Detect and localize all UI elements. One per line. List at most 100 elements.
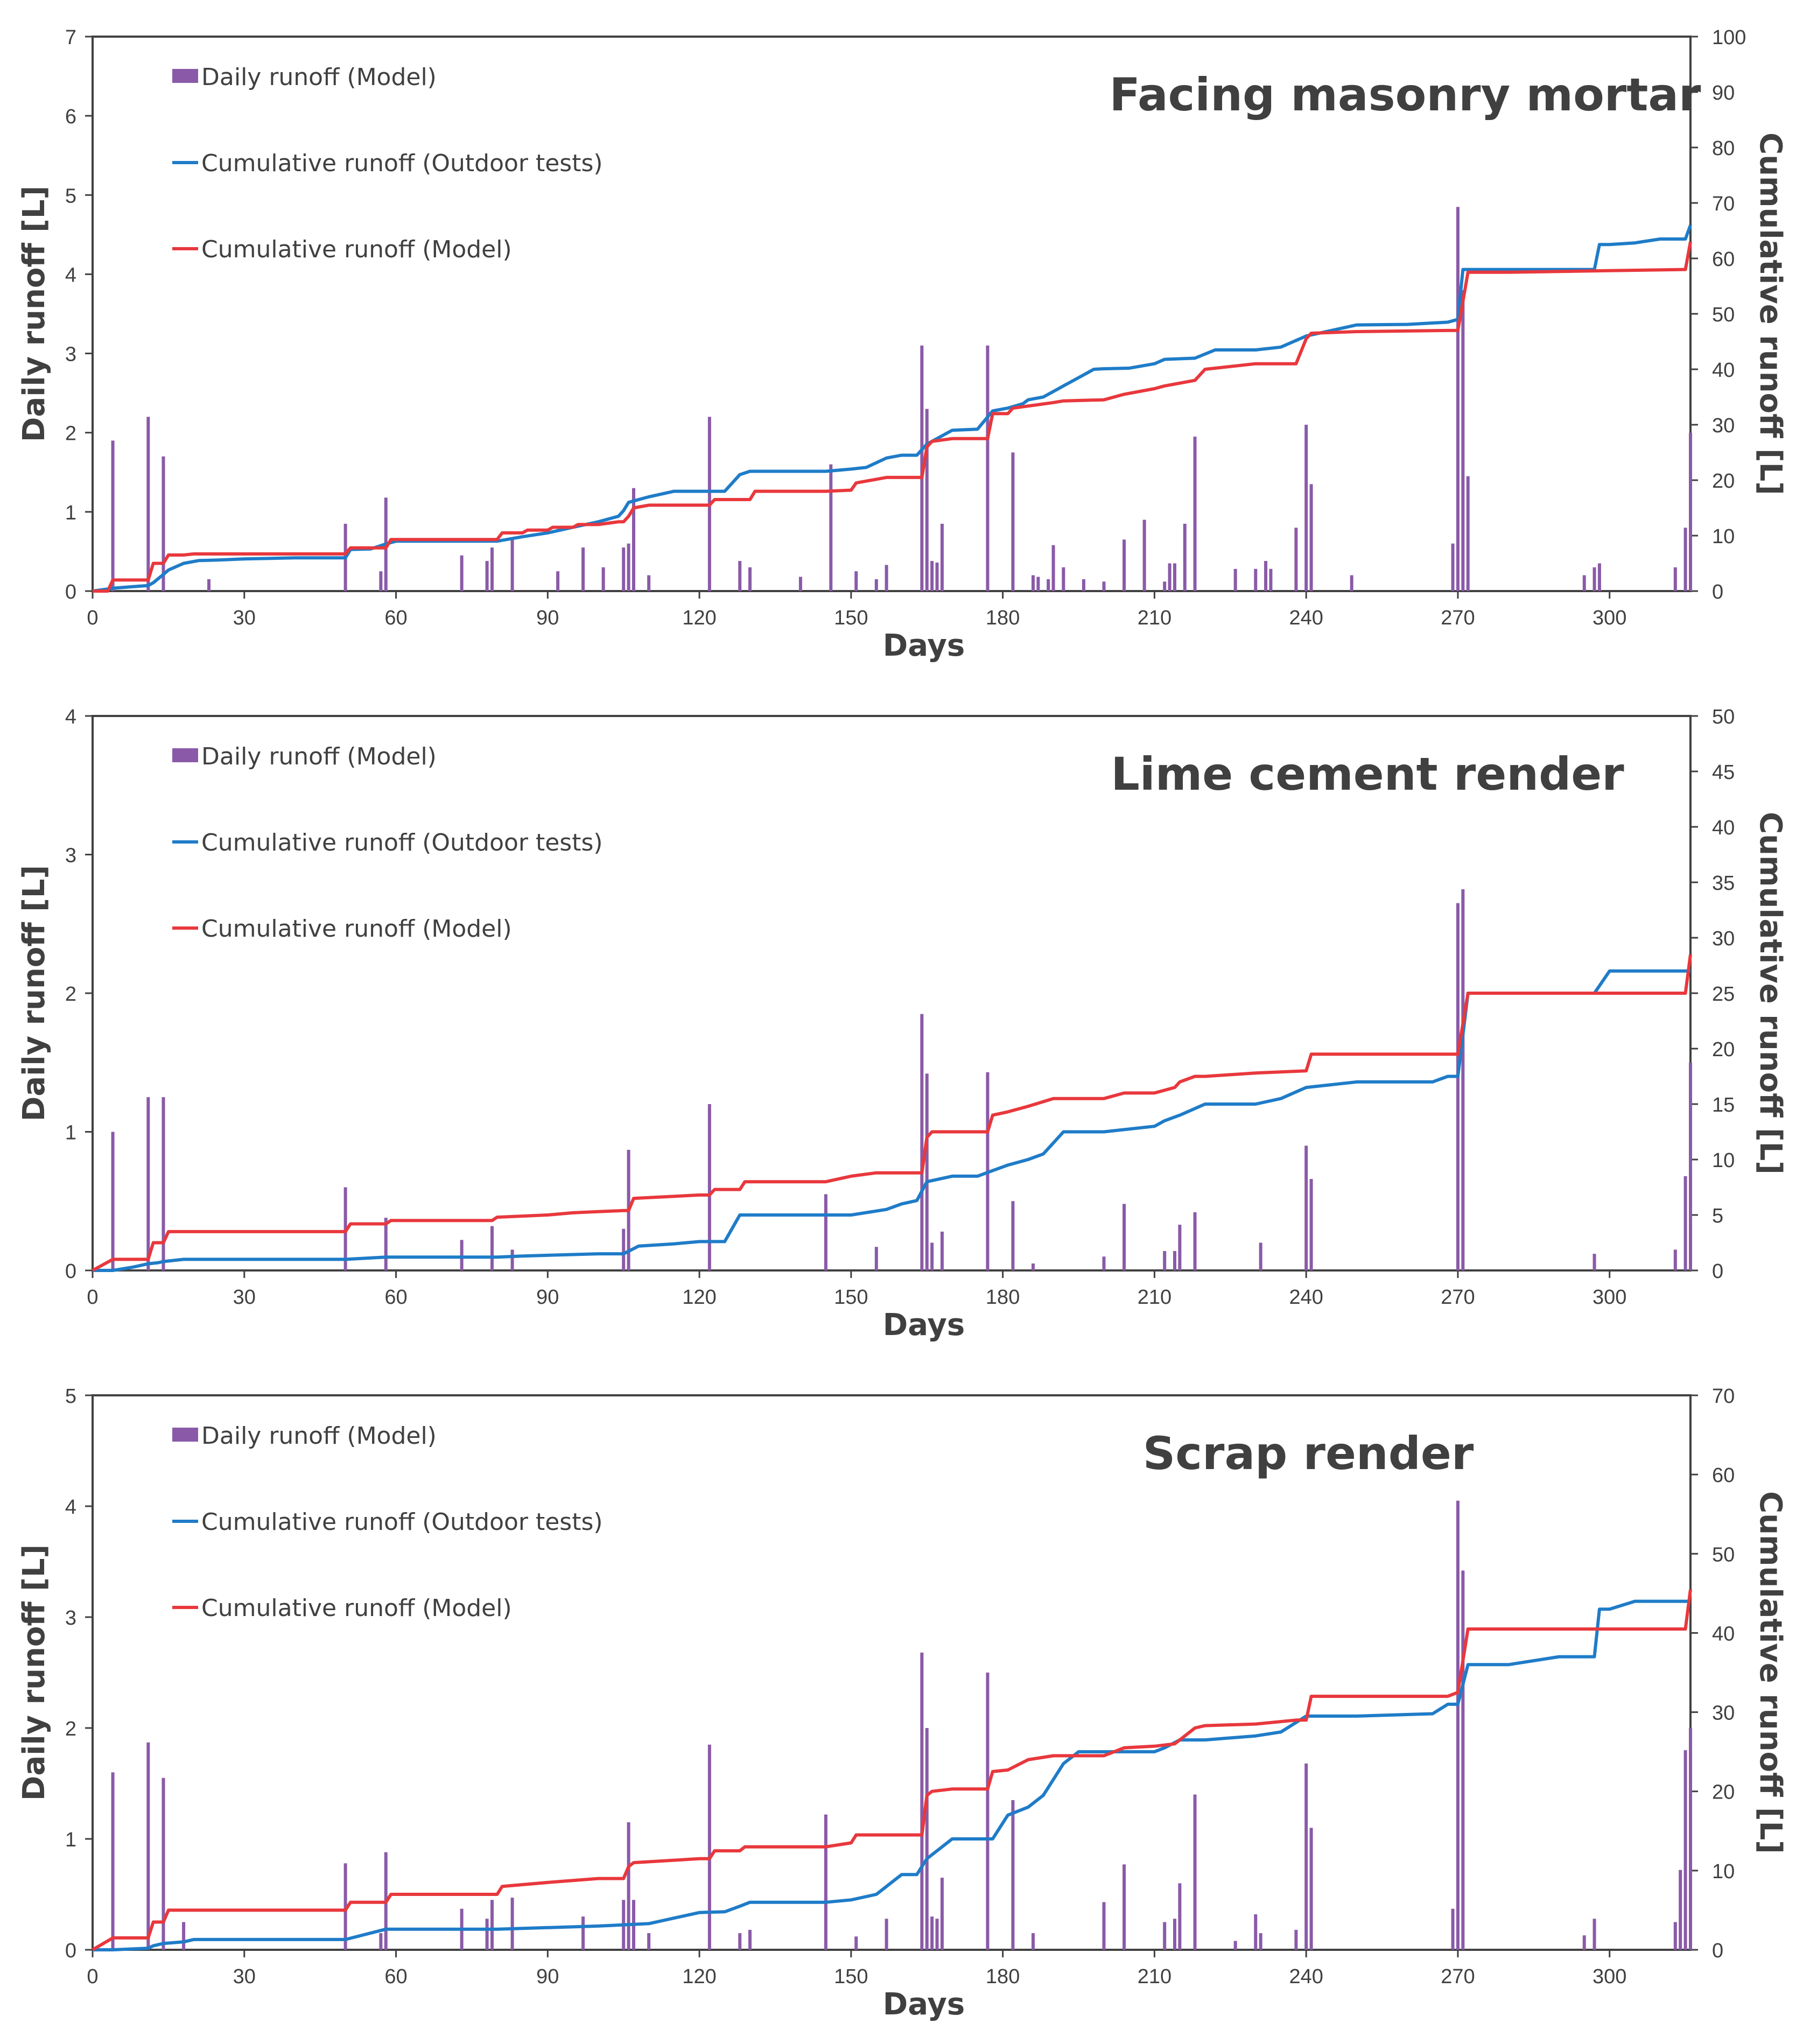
- bar-day-316: [1689, 432, 1692, 591]
- y-tick-label: 0: [65, 1940, 76, 1962]
- bar-day-270: [1456, 1500, 1460, 1950]
- bar-day-200: [1102, 1902, 1106, 1950]
- bar-day-249: [1350, 575, 1353, 591]
- y-tick-label: 7: [65, 26, 76, 49]
- x-axis-label: Days: [883, 628, 965, 663]
- y2-tick-label: 30: [1712, 1702, 1735, 1725]
- bar-day-295: [1582, 1935, 1586, 1950]
- bar-day-164: [920, 1652, 924, 1950]
- bar-day-151: [854, 571, 858, 591]
- x-tick-label: 210: [1138, 1286, 1171, 1309]
- bar-day-105: [622, 1228, 626, 1270]
- bar-day-271: [1461, 290, 1465, 591]
- bar-day-166: [930, 1916, 934, 1950]
- x-tick-label: 120: [682, 607, 716, 629]
- bar-day-316: [1689, 1728, 1692, 1950]
- bar-day-145: [824, 1194, 827, 1270]
- daily-runoff-bars: [111, 1500, 1692, 1950]
- x-tick-label: 270: [1441, 607, 1475, 629]
- y-tick-label: 3: [65, 845, 76, 867]
- bar-day-200: [1102, 1256, 1106, 1270]
- bar-day-240: [1304, 1763, 1308, 1950]
- bar-day-4: [111, 1772, 115, 1950]
- bar-day-196: [1082, 579, 1085, 591]
- bar-day-204: [1123, 539, 1126, 591]
- y-tick-label: 5: [65, 185, 76, 207]
- bar-day-272: [1466, 476, 1470, 591]
- bar-day-128: [738, 1933, 742, 1950]
- x-tick-label: 270: [1441, 1965, 1475, 1988]
- bar-day-11: [146, 1742, 150, 1950]
- bar-day-216: [1183, 523, 1187, 591]
- bar-day-166: [930, 1242, 934, 1270]
- y2-axis-label: Cumulative runoff [L]: [1753, 132, 1788, 495]
- bar-day-4: [111, 440, 115, 591]
- bar-day-297: [1592, 1919, 1596, 1950]
- x-tick-label: 180: [986, 607, 1020, 629]
- legend: Daily runoff (Model) Cumulative runoff (O…: [172, 743, 603, 943]
- bar-day-83: [510, 1898, 514, 1950]
- bar-day-106: [627, 543, 630, 591]
- y2-tick-label: 0: [1712, 581, 1723, 603]
- y-tick-label: 4: [65, 1496, 76, 1519]
- bar-day-315: [1683, 1750, 1687, 1950]
- y2-tick-label: 10: [1712, 1149, 1735, 1172]
- y2-tick-label: 70: [1712, 193, 1735, 215]
- bar-day-190: [1051, 545, 1055, 591]
- bar-day-110: [647, 575, 651, 591]
- bar-day-105: [622, 547, 626, 591]
- bar-day-146: [829, 464, 833, 591]
- bar-day-11: [146, 417, 150, 591]
- x-tick-label: 0: [87, 1965, 98, 1988]
- bar-day-186: [1031, 575, 1035, 591]
- bar-day-177: [986, 1673, 990, 1950]
- bar-day-233: [1269, 568, 1273, 591]
- bar-day-167: [935, 1919, 939, 1950]
- x-tick-label: 240: [1289, 1286, 1323, 1309]
- y-tick-label: 4: [65, 264, 76, 286]
- bar-day-212: [1163, 1251, 1167, 1270]
- bar-day-79: [490, 1900, 494, 1950]
- x-tick-label: 60: [384, 607, 407, 629]
- x-tick-label: 0: [87, 607, 98, 629]
- bar-day-271: [1461, 889, 1465, 1270]
- bar-day-238: [1294, 1929, 1298, 1950]
- y2-axis-label: Cumulative runoff [L]: [1753, 812, 1788, 1175]
- y2-tick-label: 0: [1712, 1260, 1723, 1283]
- y2-tick-label: 10: [1712, 1860, 1735, 1883]
- legend-daily-model: Daily runoff (Model): [201, 743, 437, 770]
- bar-day-110: [647, 1933, 651, 1950]
- bar-day-298: [1597, 563, 1601, 591]
- x-tick-label: 120: [682, 1286, 716, 1309]
- bar-day-297: [1592, 1254, 1596, 1270]
- bar-day-168: [940, 1878, 944, 1950]
- bar-day-122: [707, 1744, 711, 1950]
- bar-day-182: [1011, 1201, 1015, 1270]
- y-tick-label: 1: [65, 502, 76, 524]
- x-tick-label: 240: [1289, 1965, 1323, 1988]
- y-tick-label: 2: [65, 1718, 76, 1740]
- x-tick-label: 30: [233, 607, 256, 629]
- bar-day-23: [207, 579, 211, 591]
- y-tick-label: 2: [65, 983, 76, 1006]
- bar-day-106: [627, 1822, 630, 1950]
- y2-axis-label: Cumulative runoff [L]: [1753, 1491, 1788, 1854]
- x-tick-label: 150: [834, 1286, 868, 1309]
- daily-runoff-bars: [111, 889, 1692, 1270]
- chart-panel-2: 0 1 2 3 4 0 5 10 15 20 25 30 35 40 45 50 0 30 60 90 120 150 18…: [0, 679, 1803, 1358]
- bar-day-50: [343, 1863, 347, 1950]
- y-axis-label: Daily runoff [L]: [17, 186, 52, 442]
- bar-day-167: [935, 563, 939, 591]
- bar-day-241: [1309, 1828, 1313, 1950]
- y-tick-label: 0: [65, 1260, 76, 1283]
- bar-day-189: [1047, 579, 1050, 591]
- y2-tick-label: 90: [1712, 82, 1735, 104]
- legend-swatch-bar: [172, 1428, 198, 1442]
- bar-day-14: [162, 456, 165, 591]
- bar-day-57: [379, 571, 383, 591]
- bar-day-155: [874, 1247, 878, 1270]
- y-tick-label: 3: [65, 1607, 76, 1629]
- x-tick-label: 90: [536, 607, 559, 629]
- x-tick-label: 60: [384, 1965, 407, 1988]
- x-tick-label: 150: [834, 607, 868, 629]
